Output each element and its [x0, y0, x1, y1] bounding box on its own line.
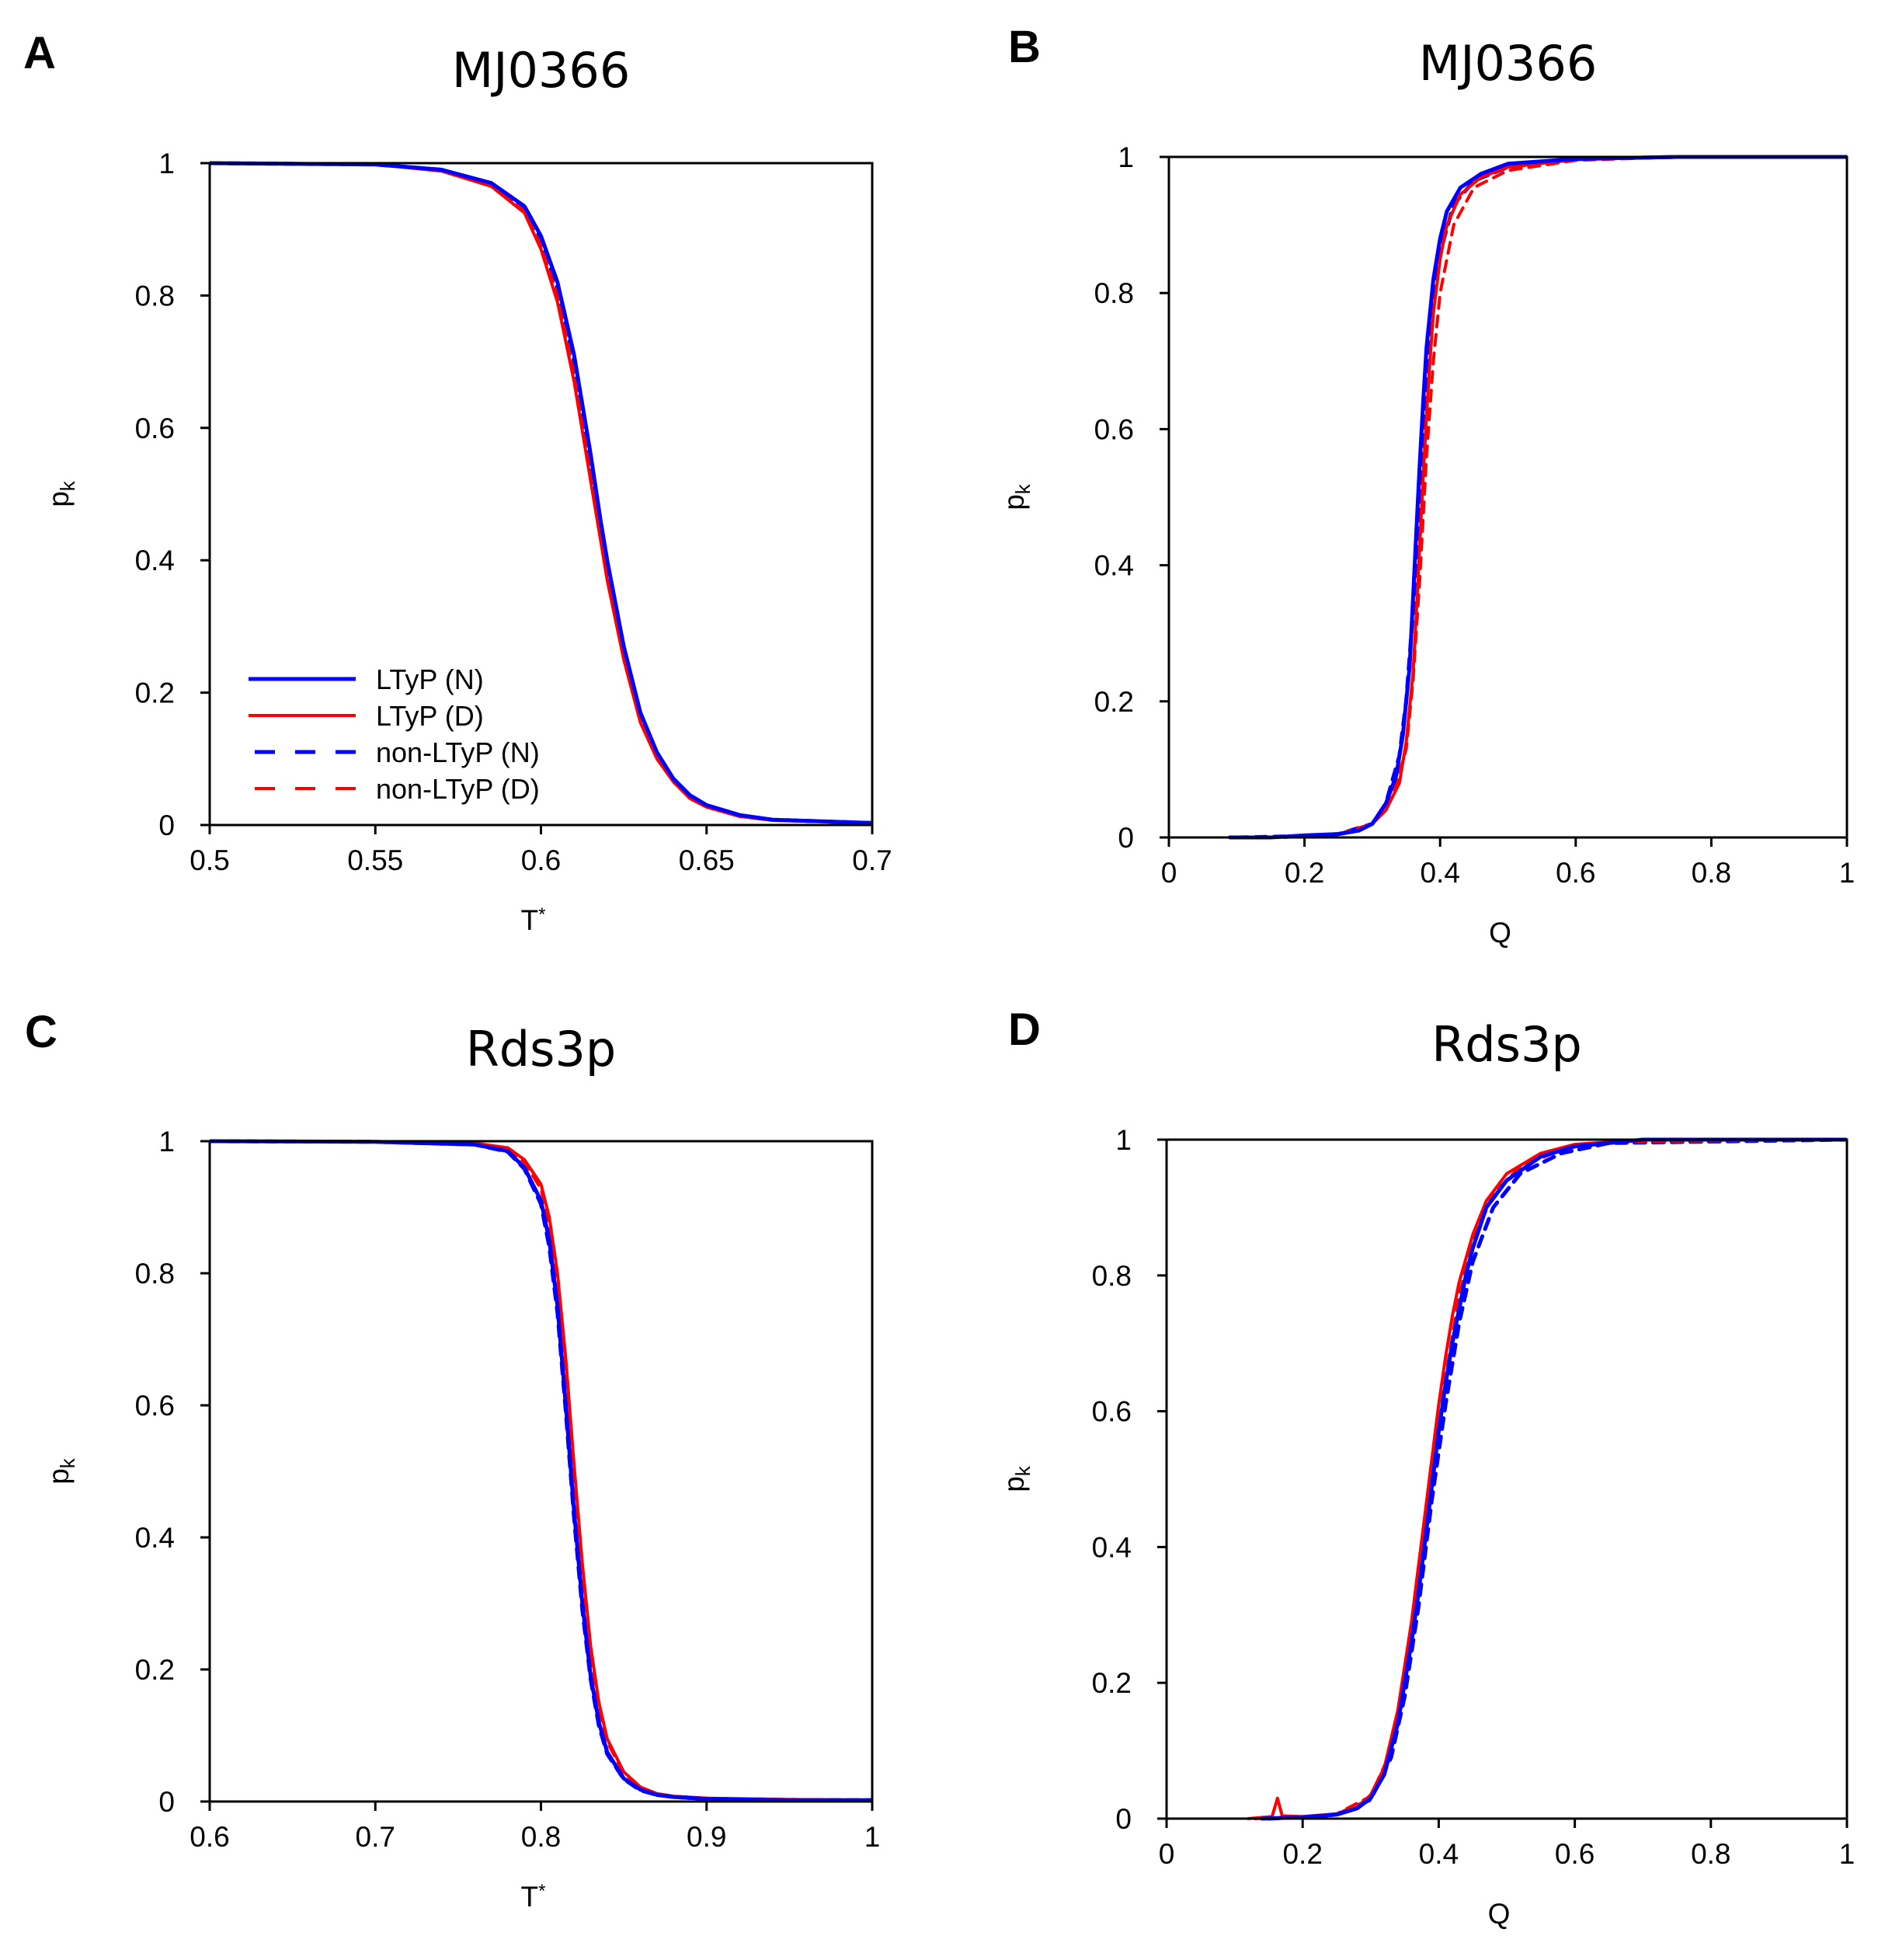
series-line-non-ltyp-n: [210, 161, 872, 825]
legend-label: non-LTyP (N): [376, 736, 540, 768]
y-tick-label: 1: [158, 148, 175, 179]
y-tick-label: 0.4: [1092, 1531, 1132, 1563]
series-line-non-ltyp-d: [1253, 1138, 1847, 1820]
y-tick-label: 0.4: [135, 545, 175, 576]
series-line-non-ltyp-d: [210, 162, 872, 825]
y-tick-label: 1: [158, 1126, 175, 1158]
x-tick-label: 0.2: [1285, 857, 1324, 889]
series-line-ltyp-d: [1247, 1138, 1847, 1820]
y-tick-label: 0.2: [1092, 1667, 1132, 1699]
x-tick-label: 0: [1161, 857, 1177, 889]
x-tick-label: 0.8: [1692, 857, 1731, 889]
x-tick-label: 0.4: [1419, 1838, 1459, 1870]
y-tick-label: 0.2: [135, 1654, 175, 1686]
x-tick-label: 0.5: [190, 844, 229, 876]
y-axis-label: pk: [43, 480, 79, 507]
x-tick-label: 1: [1839, 1838, 1855, 1870]
series-line-non-ltyp-n: [210, 1139, 872, 1802]
y-tick-label: 0.8: [1092, 1260, 1132, 1292]
chart-title: Rds3p: [1431, 1016, 1582, 1073]
x-tick-label: 0.7: [852, 844, 892, 876]
panel-d: D Rds3p 0 0.2 0.4 0.6 0.8 1 0 0.2 0.4 0.6 0.8 1 Qpk: [998, 1004, 1855, 1930]
series-line-non-ltyp-n: [1234, 155, 1847, 840]
plot-frame: [1167, 155, 1848, 839]
y-tick-label: 0.6: [1092, 1396, 1132, 1428]
plot-frame: [208, 1140, 874, 1803]
x-axis-label: Q: [1488, 1898, 1511, 1930]
y-tick-label: 0.4: [135, 1522, 175, 1554]
chart-title: MJ0366: [452, 42, 631, 99]
series-line-ltyp-d: [210, 162, 872, 825]
series-line-ltyp-n: [1260, 1137, 1847, 1821]
y-tick-label: 0: [1118, 822, 1134, 854]
panel-letter: A: [23, 28, 56, 78]
y-tick-label: 0: [158, 1786, 175, 1818]
panel-letter: B: [1008, 22, 1041, 72]
y-axis-label: pk: [43, 1457, 79, 1485]
y-tick-label: 0.6: [135, 413, 175, 444]
series-line-non-ltyp-d: [1282, 155, 1847, 839]
series-group: [210, 1139, 872, 1802]
x-tick-label: 0.6: [190, 1821, 229, 1853]
x-tick-label: 0.6: [1555, 1838, 1595, 1870]
legend-label: LTyP (D): [376, 700, 484, 732]
y-tick-label: 0.2: [1094, 686, 1134, 718]
x-tick-label: 0.55: [347, 844, 403, 876]
legend-label: non-LTyP (D): [376, 773, 540, 805]
series-line-ltyp-n: [210, 161, 872, 825]
y-tick-label: 1: [1118, 141, 1134, 173]
x-tick-label: 0.8: [1691, 1838, 1730, 1870]
x-tick-label: 0.6: [521, 844, 561, 876]
legend-label: LTyP (N): [376, 663, 484, 695]
series-group: [210, 161, 872, 825]
plot-frame: [208, 162, 874, 827]
y-tick-label: 0.8: [1094, 277, 1134, 309]
y-tick-label: 0.6: [135, 1390, 175, 1422]
x-tick-label: 1: [1839, 857, 1855, 889]
y-axis-label: pk: [998, 483, 1035, 510]
y-tick-label: 0.8: [135, 280, 175, 312]
x-axis-label: Q: [1489, 917, 1511, 949]
x-axis-label: T*: [521, 904, 546, 936]
y-tick-label: 0.6: [1094, 413, 1134, 445]
x-tick-label: 0.8: [521, 1821, 561, 1853]
panel-b: B MJ0366 0 0.2 0.4 0.6 0.8 1 0 0.2 0.4 0.6 0.8 1 Qpk: [998, 22, 1855, 949]
y-axis-label: pk: [998, 1465, 1035, 1492]
series-line-ltyp-n: [1228, 155, 1847, 840]
series-line-ltyp-n: [210, 1139, 872, 1802]
x-tick-label: 0.65: [679, 844, 735, 876]
panel-letter: C: [25, 1007, 57, 1057]
panel-a: A MJ0366 0.5 0.55 0.6 0.65 0.7 0 0.2 0.4 0.6 0.8 1 T*…: [23, 28, 892, 936]
chart-title: Rds3p: [466, 1021, 617, 1077]
series-line-ltyp-d: [210, 1140, 872, 1802]
series-group: [1228, 155, 1847, 840]
x-tick-label: 0.2: [1282, 1838, 1322, 1870]
panel-letter: D: [1008, 1004, 1041, 1055]
y-tick-label: 0.4: [1094, 550, 1134, 582]
x-tick-label: 0.9: [687, 1821, 726, 1853]
series-group: [1247, 1137, 1847, 1821]
series-line-non-ltyp-d: [210, 1140, 872, 1802]
chart-title: MJ0366: [1419, 35, 1598, 92]
series-line-ltyp-d: [1275, 155, 1847, 839]
y-tick-label: 0.2: [135, 677, 175, 709]
y-tick-label: 0.8: [135, 1258, 175, 1290]
x-axis-label: T*: [521, 1881, 546, 1913]
y-tick-label: 0: [158, 809, 175, 841]
panel-c: C Rds3p 0.6 0.7 0.8 0.9 1 0 0.2 0.4 0.6 0.8 1 T* pk: [25, 1007, 880, 1913]
legend: LTyP (N) LTyP (D) non-LTyP (N) non-LTyP (D): [249, 663, 540, 805]
y-tick-label: 1: [1115, 1124, 1132, 1156]
x-tick-label: 0.7: [356, 1821, 395, 1853]
plot-frame: [1165, 1138, 1848, 1820]
x-tick-label: 0.6: [1556, 857, 1595, 889]
x-tick-label: 0: [1159, 1838, 1175, 1870]
x-tick-label: 0.4: [1420, 857, 1459, 889]
y-tick-label: 0: [1115, 1803, 1132, 1835]
series-line-non-ltyp-n: [1266, 1137, 1847, 1821]
x-tick-label: 1: [864, 1821, 881, 1853]
